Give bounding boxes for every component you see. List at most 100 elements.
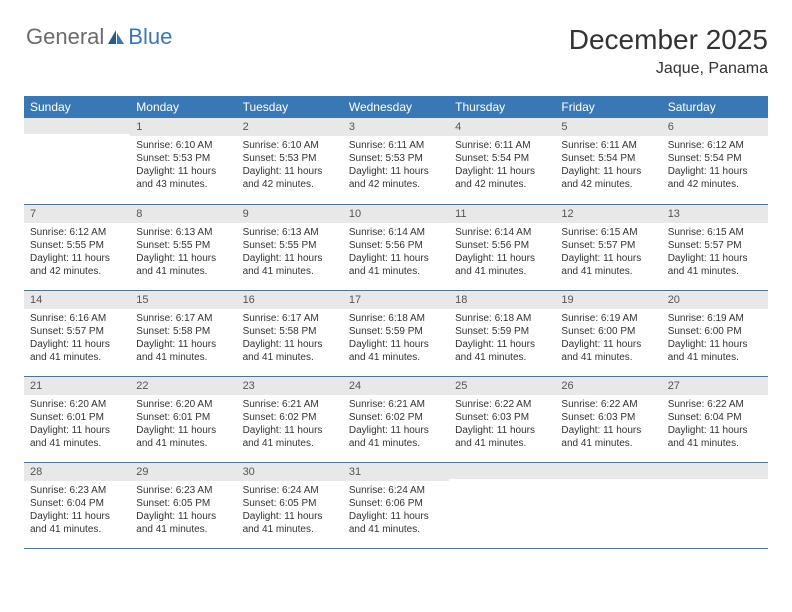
sunset-text: Sunset: 6:04 PM [30,497,124,510]
daylight-text: Daylight: 11 hours and 41 minutes. [668,424,762,450]
sunrise-text: Sunrise: 6:21 AM [349,398,443,411]
day-number: 20 [662,291,768,309]
weekday-header: Tuesday [237,96,343,118]
sunset-text: Sunset: 5:54 PM [455,152,549,165]
day-content: Sunrise: 6:10 AMSunset: 5:53 PMDaylight:… [130,136,236,195]
calendar-week: 1Sunrise: 6:10 AMSunset: 5:53 PMDaylight… [24,118,768,204]
sunset-text: Sunset: 6:02 PM [243,411,337,424]
day-content: Sunrise: 6:11 AMSunset: 5:54 PMDaylight:… [449,136,555,195]
day-content: Sunrise: 6:10 AMSunset: 5:53 PMDaylight:… [237,136,343,195]
day-number: 26 [555,377,661,395]
calendar-day: 18Sunrise: 6:18 AMSunset: 5:59 PMDayligh… [449,290,555,376]
day-content: Sunrise: 6:18 AMSunset: 5:59 PMDaylight:… [343,309,449,368]
daylight-text: Daylight: 11 hours and 41 minutes. [30,338,124,364]
calendar-day: 10Sunrise: 6:14 AMSunset: 5:56 PMDayligh… [343,204,449,290]
sunset-text: Sunset: 6:00 PM [561,325,655,338]
sunset-text: Sunset: 6:00 PM [668,325,762,338]
day-number: 11 [449,205,555,223]
calendar-day: 23Sunrise: 6:21 AMSunset: 6:02 PMDayligh… [237,376,343,462]
day-number: 3 [343,118,449,136]
calendar-day: 31Sunrise: 6:24 AMSunset: 6:06 PMDayligh… [343,462,449,548]
daylight-text: Daylight: 11 hours and 41 minutes. [136,424,230,450]
sunset-text: Sunset: 5:58 PM [243,325,337,338]
location: Jaque, Panama [569,60,768,78]
sunrise-text: Sunrise: 6:18 AM [349,312,443,325]
sunrise-text: Sunrise: 6:16 AM [30,312,124,325]
day-content: Sunrise: 6:12 AMSunset: 5:55 PMDaylight:… [24,223,130,282]
sunrise-text: Sunrise: 6:10 AM [243,139,337,152]
sunrise-text: Sunrise: 6:18 AM [455,312,549,325]
sunset-text: Sunset: 5:55 PM [30,239,124,252]
weekday-header: Monday [130,96,236,118]
daylight-text: Daylight: 11 hours and 42 minutes. [455,165,549,191]
day-content: Sunrise: 6:11 AMSunset: 5:54 PMDaylight:… [555,136,661,195]
day-content: Sunrise: 6:19 AMSunset: 6:00 PMDaylight:… [555,309,661,368]
day-content: Sunrise: 6:17 AMSunset: 5:58 PMDaylight:… [237,309,343,368]
day-content: Sunrise: 6:22 AMSunset: 6:04 PMDaylight:… [662,395,768,454]
day-number: 8 [130,205,236,223]
calendar-week: 21Sunrise: 6:20 AMSunset: 6:01 PMDayligh… [24,376,768,462]
day-number [24,118,130,134]
calendar-day: 30Sunrise: 6:24 AMSunset: 6:05 PMDayligh… [237,462,343,548]
calendar-day: 1Sunrise: 6:10 AMSunset: 5:53 PMDaylight… [130,118,236,204]
day-content: Sunrise: 6:20 AMSunset: 6:01 PMDaylight:… [24,395,130,454]
day-number: 10 [343,205,449,223]
sunrise-text: Sunrise: 6:11 AM [349,139,443,152]
sunset-text: Sunset: 5:53 PM [136,152,230,165]
day-number: 17 [343,291,449,309]
sunrise-text: Sunrise: 6:11 AM [561,139,655,152]
day-number: 18 [449,291,555,309]
sunrise-text: Sunrise: 6:22 AM [668,398,762,411]
daylight-text: Daylight: 11 hours and 41 minutes. [243,424,337,450]
sunset-text: Sunset: 6:03 PM [561,411,655,424]
calendar-day: 9Sunrise: 6:13 AMSunset: 5:55 PMDaylight… [237,204,343,290]
calendar-day [662,462,768,548]
daylight-text: Daylight: 11 hours and 42 minutes. [561,165,655,191]
calendar-body: 1Sunrise: 6:10 AMSunset: 5:53 PMDaylight… [24,118,768,548]
daylight-text: Daylight: 11 hours and 41 minutes. [136,510,230,536]
sunset-text: Sunset: 6:06 PM [349,497,443,510]
day-number: 14 [24,291,130,309]
sunrise-text: Sunrise: 6:15 AM [561,226,655,239]
calendar-day: 27Sunrise: 6:22 AMSunset: 6:04 PMDayligh… [662,376,768,462]
calendar-day: 12Sunrise: 6:15 AMSunset: 5:57 PMDayligh… [555,204,661,290]
sunrise-text: Sunrise: 6:24 AM [349,484,443,497]
weekday-header: Friday [555,96,661,118]
day-content: Sunrise: 6:15 AMSunset: 5:57 PMDaylight:… [555,223,661,282]
day-number: 31 [343,463,449,481]
sunset-text: Sunset: 6:03 PM [455,411,549,424]
day-number: 4 [449,118,555,136]
daylight-text: Daylight: 11 hours and 43 minutes. [136,165,230,191]
day-number: 19 [555,291,661,309]
logo-sail-icon [106,28,126,46]
daylight-text: Daylight: 11 hours and 41 minutes. [668,338,762,364]
daylight-text: Daylight: 11 hours and 41 minutes. [455,338,549,364]
daylight-text: Daylight: 11 hours and 41 minutes. [668,252,762,278]
day-number: 15 [130,291,236,309]
day-content: Sunrise: 6:23 AMSunset: 6:05 PMDaylight:… [130,481,236,540]
sunset-text: Sunset: 5:57 PM [668,239,762,252]
calendar-week: 28Sunrise: 6:23 AMSunset: 6:04 PMDayligh… [24,462,768,548]
weekday-row: SundayMondayTuesdayWednesdayThursdayFrid… [24,96,768,118]
sunrise-text: Sunrise: 6:14 AM [349,226,443,239]
sunrise-text: Sunrise: 6:12 AM [30,226,124,239]
sunset-text: Sunset: 5:53 PM [349,152,443,165]
calendar-day: 20Sunrise: 6:19 AMSunset: 6:00 PMDayligh… [662,290,768,376]
daylight-text: Daylight: 11 hours and 41 minutes. [30,424,124,450]
sunset-text: Sunset: 5:54 PM [561,152,655,165]
sunset-text: Sunset: 5:57 PM [30,325,124,338]
day-content: Sunrise: 6:15 AMSunset: 5:57 PMDaylight:… [662,223,768,282]
daylight-text: Daylight: 11 hours and 41 minutes. [30,510,124,536]
calendar-day: 24Sunrise: 6:21 AMSunset: 6:02 PMDayligh… [343,376,449,462]
calendar-week: 7Sunrise: 6:12 AMSunset: 5:55 PMDaylight… [24,204,768,290]
day-content: Sunrise: 6:24 AMSunset: 6:05 PMDaylight:… [237,481,343,540]
day-content: Sunrise: 6:20 AMSunset: 6:01 PMDaylight:… [130,395,236,454]
day-content: Sunrise: 6:14 AMSunset: 5:56 PMDaylight:… [343,223,449,282]
day-number: 5 [555,118,661,136]
daylight-text: Daylight: 11 hours and 41 minutes. [136,338,230,364]
month-title: December 2025 [569,24,768,56]
sunset-text: Sunset: 5:53 PM [243,152,337,165]
calendar-day: 4Sunrise: 6:11 AMSunset: 5:54 PMDaylight… [449,118,555,204]
sunrise-text: Sunrise: 6:21 AM [243,398,337,411]
weekday-header: Saturday [662,96,768,118]
